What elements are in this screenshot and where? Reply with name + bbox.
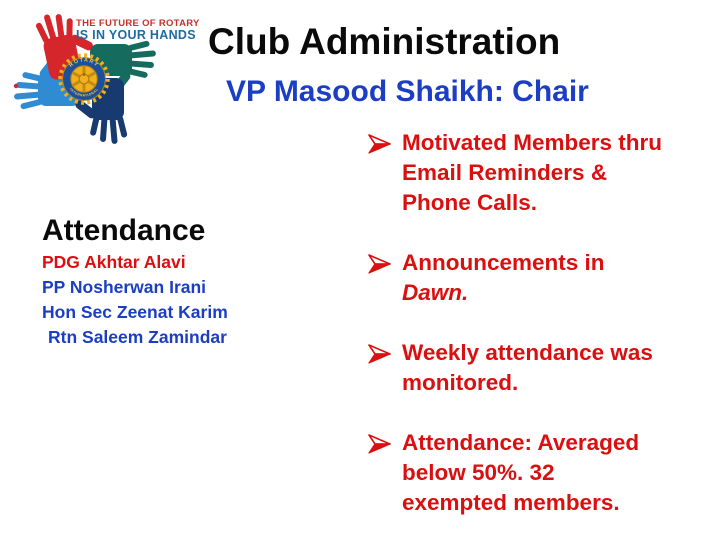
bullet-line: Motivated Members thru — [402, 130, 663, 155]
slide-subtitle: VP Masood Shaikh: Chair — [226, 75, 589, 108]
red-dot — [13, 83, 19, 89]
rotary-tagline-line2: IS IN YOUR HANDS — [76, 28, 196, 42]
rotary-wheel-icon: ROTARY INTERNATIONAL — [58, 53, 110, 105]
arrow-bullet-icon — [368, 134, 391, 154]
list-item: PP Nosherwan Irani — [42, 277, 207, 297]
arrow-bullet-icon — [368, 434, 391, 454]
bullet-line: Weekly attendance was — [402, 340, 653, 365]
bullet-list: Motivated Members thru Email Reminders &… — [368, 128, 698, 540]
bullet-item: Attendance: Averaged below 50%. 32 exemp… — [368, 428, 698, 518]
list-item: PDG Akhtar Alavi — [42, 252, 186, 272]
arrow-bullet-icon — [368, 254, 391, 274]
list-item: Hon Sec Zeenat Karim — [42, 302, 228, 322]
bullet-line: Phone Calls. — [402, 190, 538, 215]
bullet-item: Motivated Members thru Email Reminders &… — [368, 128, 698, 218]
bullet-line: monitored. — [402, 370, 519, 395]
bullet-line: Announcements in — [402, 250, 605, 275]
bullet-text: Announcements in Dawn. — [402, 248, 605, 308]
rotary-tagline-line1: THE FUTURE OF ROTARY — [76, 18, 200, 29]
rotary-hands-logo: ROTARY INTERNATIONAL — [13, 14, 156, 144]
list-item: Rtn Saleem Zamindar — [48, 327, 227, 347]
bullet-line: Email Reminders & — [402, 160, 608, 185]
bullet-item: Weekly attendance was monitored. — [368, 338, 698, 398]
wheel-text-top: ROTARY — [68, 57, 98, 68]
bullet-line: exempted members. — [402, 490, 620, 515]
committee-names-list: PDG Akhtar Alavi PP Nosherwan Irani Hon … — [42, 250, 228, 350]
arrow-bullet-icon — [368, 344, 391, 364]
bullet-text: Motivated Members thru Email Reminders &… — [402, 128, 662, 218]
bullet-text: Attendance: Averaged below 50%. 32 exemp… — [402, 428, 639, 518]
attendance-heading: Attendance — [42, 214, 206, 247]
svg-text:ROTARY: ROTARY — [68, 57, 100, 68]
bullet-item: Announcements in Dawn. — [368, 248, 698, 308]
bullet-line: Dawn. — [402, 280, 469, 305]
bullet-line: Attendance: Averaged — [402, 430, 640, 455]
bullet-text: Weekly attendance was monitored. — [402, 338, 653, 398]
bullet-line: below 50%. 32 — [402, 460, 555, 485]
slide-title: Club Administration — [208, 21, 561, 62]
